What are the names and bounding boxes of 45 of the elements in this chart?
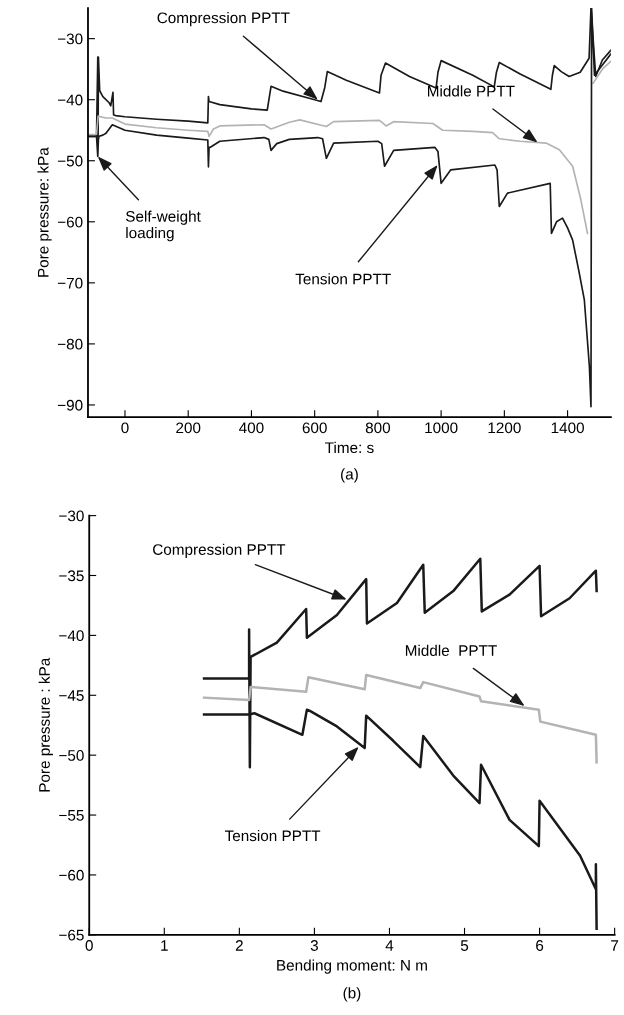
- y-tick-label: −80: [57, 338, 83, 350]
- annotation: Middle PPTT: [427, 85, 515, 97]
- y-tick-label: −35: [59, 570, 84, 582]
- x-tick-label: 4: [385, 940, 394, 951]
- x-tick-label: 7: [611, 940, 619, 951]
- y-axis-title: Pore pressure: kPa: [37, 147, 52, 277]
- annotation: Compression PPTT: [153, 543, 286, 558]
- x-tick-label: 6: [536, 940, 544, 951]
- x-tick-label: 2: [235, 940, 243, 951]
- annotation: Self-weight loading: [125, 210, 201, 242]
- x-tick-label: 3: [310, 940, 318, 951]
- x-tick-label: 400: [239, 422, 264, 434]
- x-tick-label: 1: [161, 940, 168, 951]
- x-tick-label: 5: [460, 940, 469, 951]
- y-tick-label: −30: [57, 33, 83, 45]
- annotation: Compression PPTT: [157, 12, 290, 27]
- y-tick-label: −65: [59, 929, 84, 941]
- y-tick-label: −90: [57, 399, 83, 411]
- x-tick-label: 800: [365, 422, 391, 434]
- x-tick-label: 1200: [488, 422, 521, 434]
- text: (b): [343, 987, 361, 1002]
- y-tick-label: −50: [57, 155, 83, 167]
- y-tick-label: −40: [59, 630, 84, 642]
- x-tick-label: 0: [121, 422, 129, 434]
- y-tick-label: −30: [59, 510, 84, 522]
- annotation: Tension PPTT: [224, 829, 321, 842]
- y-tick-label: −70: [57, 277, 83, 289]
- y-tick-label: −60: [57, 216, 83, 228]
- y-tick-label: −55: [59, 810, 84, 821]
- x-tick-label: 200: [176, 422, 201, 434]
- text: (a): [341, 468, 358, 483]
- annotation: Tension PPTT: [295, 273, 391, 285]
- x-axis-title: Time: s: [325, 441, 374, 454]
- line-series: [202, 673, 598, 764]
- y-tick-label: −40: [57, 94, 83, 106]
- y-tick-label: −50: [59, 750, 84, 761]
- x-tick-label: 1000: [425, 422, 458, 434]
- x-tick-label: 600: [302, 422, 327, 434]
- y-axis-title: Pore pressure : kPa: [38, 657, 53, 792]
- x-tick-label: 0: [85, 940, 93, 951]
- y-tick-label: −45: [59, 690, 84, 701]
- x-tick-label: 1400: [551, 422, 584, 434]
- y-tick-label: −60: [59, 869, 84, 881]
- annotation: Middle PPTT: [405, 644, 497, 656]
- x-axis-title: Bending moment: N m: [277, 959, 427, 974]
